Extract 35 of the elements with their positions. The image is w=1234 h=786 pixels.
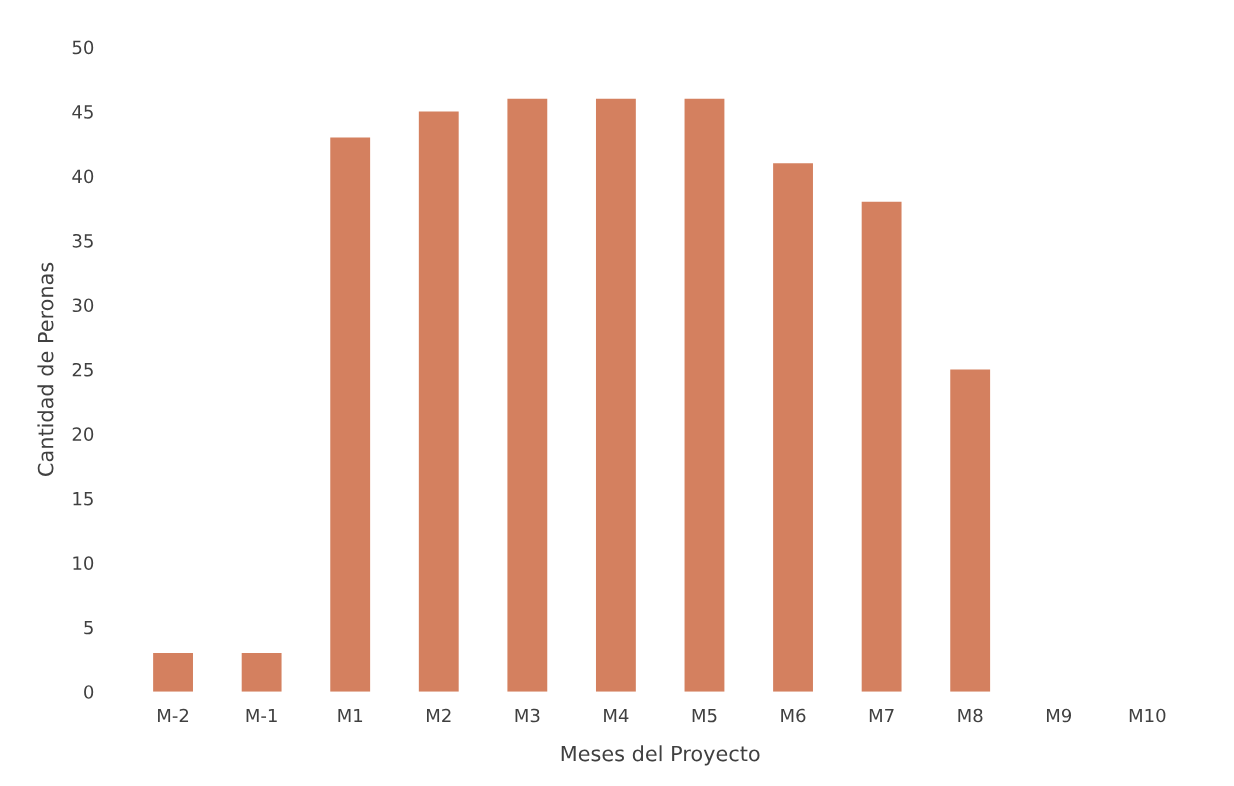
x-tick-label: M-1 <box>246 708 277 723</box>
x-tick-label: M7 <box>869 708 894 723</box>
x-tick-label: M4 <box>604 708 629 723</box>
y-tick-label: 30 <box>72 298 94 313</box>
x-tick-label: M1 <box>338 708 363 723</box>
bar <box>684 98 725 692</box>
y-tick-label: 20 <box>72 427 94 441</box>
bar <box>241 653 282 692</box>
y-tick-label: 40 <box>72 169 94 184</box>
bar <box>773 163 813 692</box>
y-tick-label: 35 <box>72 233 93 248</box>
x-tick-label: M9 <box>1046 708 1072 723</box>
x-tick-label: M8 <box>958 708 983 723</box>
bar <box>153 653 193 692</box>
y-tick-label: 25 <box>72 362 93 377</box>
y-tick-label: 5 <box>84 620 93 635</box>
bar <box>330 137 371 692</box>
x-tick-label: M6 <box>781 708 806 723</box>
bar <box>507 98 548 692</box>
x-tick-label: M-2 <box>158 708 189 723</box>
x-tick-label: M2 <box>427 708 451 723</box>
y-tick-label: 0 <box>84 685 94 699</box>
y-tick-label: 45 <box>72 105 93 119</box>
bar <box>861 201 902 692</box>
x-tick-label: M10 <box>1129 708 1166 723</box>
x-tick-label: M3 <box>515 708 540 723</box>
x-axis-title: Meses del Proyecto <box>561 745 760 766</box>
y-tick-label: 50 <box>72 40 94 55</box>
bar <box>595 98 636 692</box>
bar <box>950 369 991 692</box>
bar <box>418 111 459 692</box>
x-tick-label: M5 <box>692 708 717 723</box>
y-axis-title: Cantidad de Peronas <box>37 262 54 476</box>
y-tick-label: 15 <box>73 492 93 506</box>
y-tick-label: 10 <box>73 556 94 570</box>
